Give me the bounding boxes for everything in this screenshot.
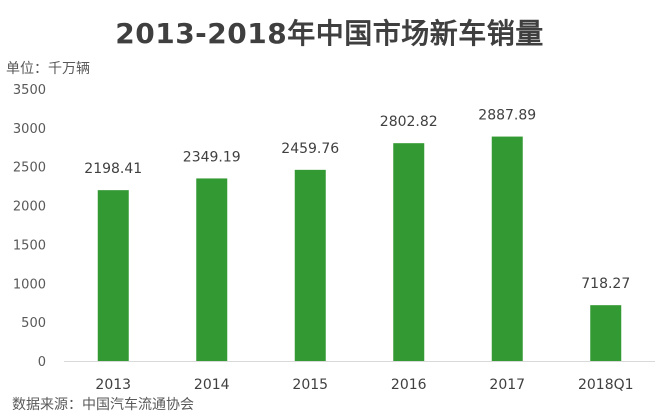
y-tick-label: 3000 — [13, 122, 46, 137]
y-tick-label: 0 — [38, 355, 46, 370]
data-label: 2459.76 — [281, 141, 339, 157]
x-tick-label: 2017 — [489, 377, 525, 393]
y-tick-label: 2000 — [13, 200, 46, 215]
data-label: 2349.19 — [183, 149, 241, 165]
x-tick-label: 2013 — [95, 377, 131, 393]
y-tick-label: 2500 — [13, 161, 46, 176]
data-label: 2802.82 — [380, 114, 438, 130]
bar-2015 — [294, 169, 326, 361]
y-tick-label: 1000 — [13, 277, 46, 292]
y-tick-label: 500 — [21, 316, 46, 331]
x-axis: 2013 2014 2015 2016 2017 2018Q1 — [95, 377, 633, 393]
bar-2013 — [97, 190, 129, 361]
x-tick-label: 2015 — [292, 377, 328, 393]
data-label: 718.27 — [581, 276, 630, 292]
unit-label: 单位：千万辆 — [6, 61, 90, 77]
bar-2016 — [393, 143, 425, 361]
y-axis: 0 500 1000 1500 2000 2500 3000 3500 — [13, 83, 46, 370]
y-tick-label: 3500 — [13, 83, 46, 98]
x-tick-label: 2014 — [194, 377, 230, 393]
bars: 2198.41 2349.19 2459.76 2802.82 2887.89 718.2… — [84, 108, 630, 361]
bar-2018Q1 — [590, 305, 622, 361]
x-tick-label: 2016 — [391, 377, 427, 393]
source-label: 数据来源：中国汽车流通协会 — [12, 397, 194, 413]
bar-2014 — [196, 178, 228, 361]
data-label: 2887.89 — [478, 108, 536, 124]
y-tick-label: 1500 — [13, 238, 46, 253]
bar-2017 — [491, 136, 523, 361]
chart-title: 2013-2018年中国市场新车销量 — [115, 17, 544, 50]
x-tick-label: 2018Q1 — [578, 377, 634, 393]
data-label: 2198.41 — [84, 161, 142, 177]
